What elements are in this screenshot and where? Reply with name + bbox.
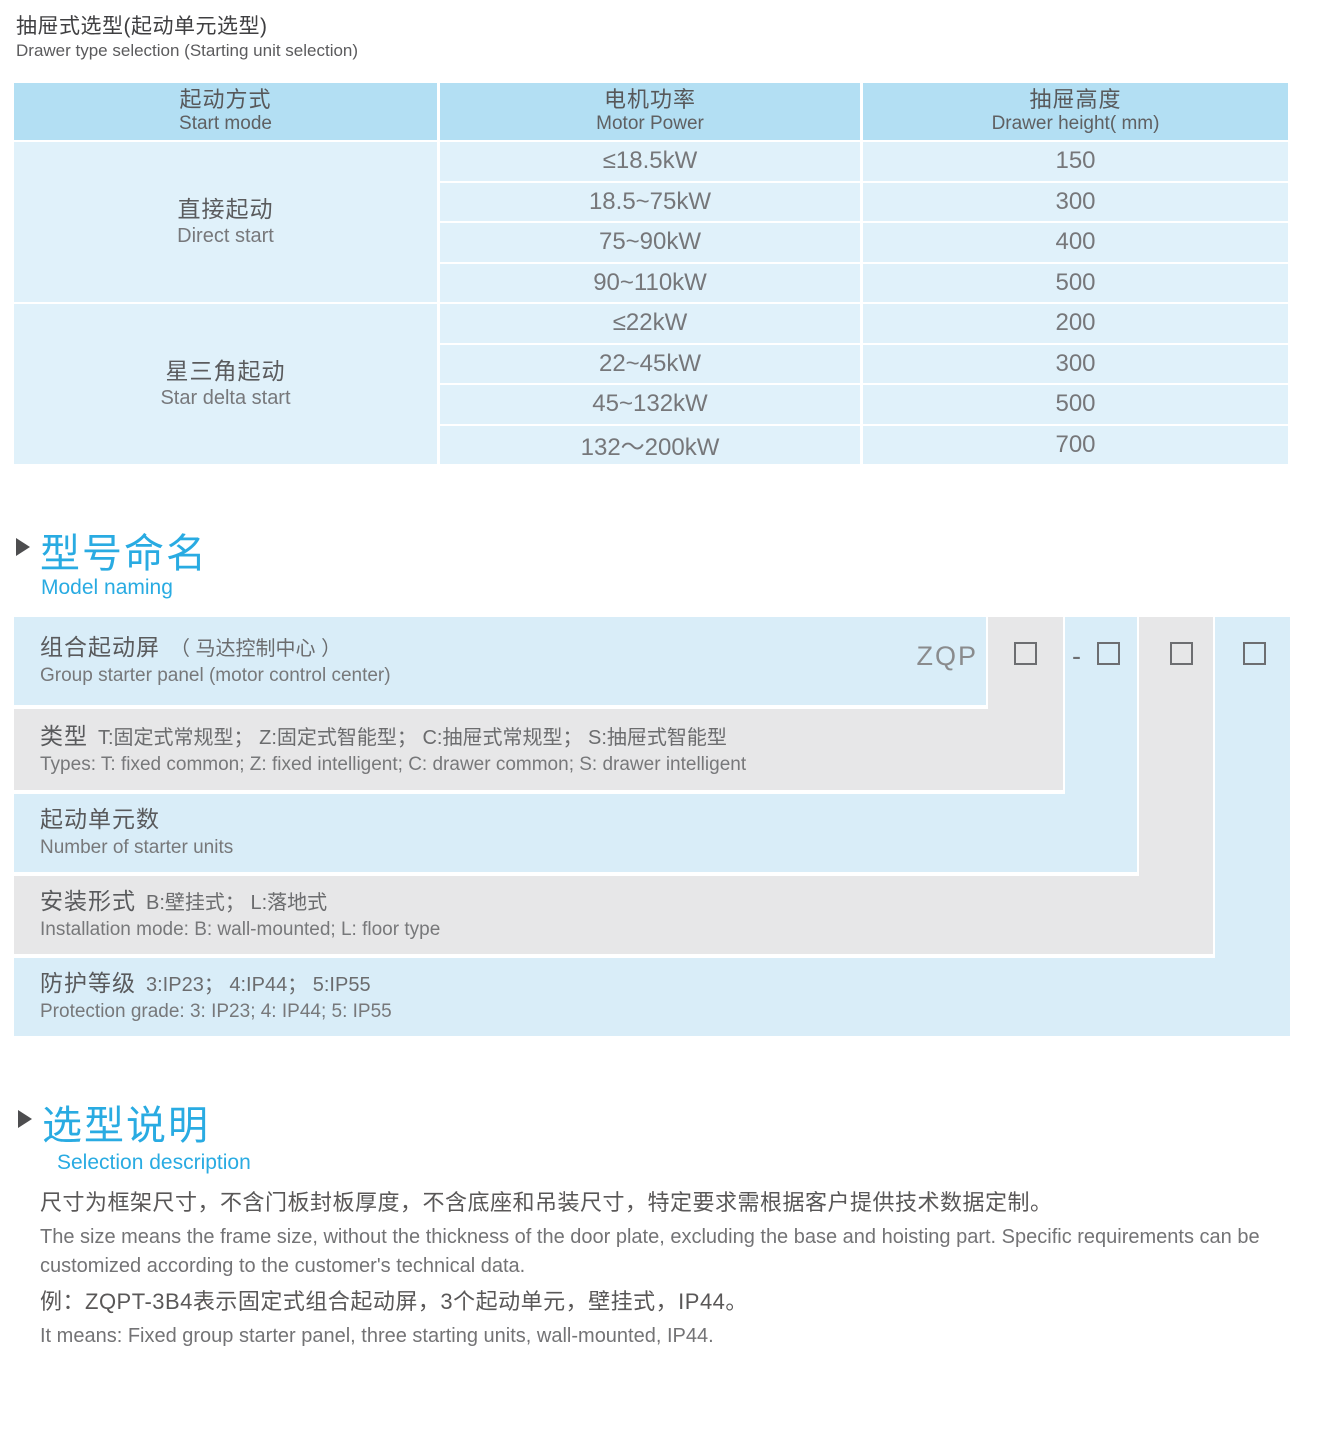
section-arrow-icon	[16, 538, 30, 556]
diagram-row-group-starter-panel: 组合起动屏 （ 马达控制中心 ） Group starter panel (mo…	[14, 617, 986, 705]
table-cell-height: 700	[863, 425, 1288, 464]
table-cell-power: ≤22kW	[440, 304, 860, 343]
col-header-motor-power: 电机功率 Motor Power	[440, 83, 860, 140]
table-cell-power: 132～200kW	[440, 425, 860, 464]
table-cell-height: 500	[863, 385, 1288, 424]
code-dash: -	[1072, 641, 1081, 671]
col-header-drawer-height: 抽屉高度 Drawer height( mm)	[863, 83, 1288, 140]
section-title-selection-description: 选型说明	[42, 1104, 210, 1148]
code-box-icon	[1014, 642, 1037, 665]
diagram-row-protection-grade: 防护等级 3:IP23； 4:IP44； 5:IP55 Protection g…	[14, 958, 1290, 1036]
table-cell-height: 500	[863, 263, 1288, 302]
diagram-row-starter-units: 起动单元数 Number of starter units	[14, 794, 1137, 872]
description-line-zh: 尺寸为框架尺寸，不含门板封板厚度，不含底座和吊装尺寸，特定要求需根据客户提供技术…	[40, 1190, 1053, 1215]
description-line-en: The size means the frame size, without t…	[40, 1226, 1260, 1277]
table-cell-height: 150	[863, 142, 1288, 181]
page-title-en: Drawer type selection (Starting unit sel…	[16, 41, 359, 60]
code-box-icon	[1097, 642, 1120, 665]
group-cell-direct-start: 直接起动 Direct start	[14, 142, 437, 302]
section-title-model-naming: 型号命名	[40, 532, 208, 576]
diagram-row-types: 类型 T:固定式常规型； Z:固定式智能型； C:抽屉式常规型； S:抽屉式智能…	[14, 709, 1063, 790]
section-subtitle-selection-description: Selection description	[57, 1151, 251, 1174]
table-cell-power: 22~45kW	[440, 344, 860, 383]
table-cell-power: 18.5~75kW	[440, 182, 860, 221]
table-cell-power: 75~90kW	[440, 223, 860, 262]
table-cell-height: 200	[863, 304, 1288, 343]
diagram-row-installation-mode: 安装形式 B:壁挂式； L:落地式 Installation mode: B: …	[14, 876, 1213, 954]
table-cell-height: 400	[863, 223, 1288, 262]
drawer-selection-table: 起动方式 Start mode 电机功率 Motor Power 抽屉高度 Dr…	[14, 83, 1288, 464]
model-code-prefix: ZQP	[916, 641, 978, 671]
table-cell-height: 300	[863, 344, 1288, 383]
page-title: 抽屉式选型(起动单元选型)	[16, 15, 268, 38]
group-cell-star-delta-start: 星三角起动 Star delta start	[14, 304, 437, 464]
code-box-icon	[1170, 642, 1193, 665]
section-subtitle-model-naming: Model naming	[41, 576, 173, 599]
section-arrow-icon	[18, 1110, 32, 1128]
example-line-en: It means: Fixed group starter panel, thr…	[40, 1325, 714, 1347]
table-cell-power: 45~132kW	[440, 385, 860, 424]
col-header-start-mode: 起动方式 Start mode	[14, 83, 437, 140]
selection-description-text: 尺寸为框架尺寸，不含门板封板厚度，不含底座和吊装尺寸，特定要求需根据客户提供技术…	[40, 1188, 1292, 1357]
code-box-icon	[1243, 642, 1266, 665]
table-cell-power: 90~110kW	[440, 263, 860, 302]
example-line-zh: 例：ZQPT-3B4表示固定式组合起动屏，3个起动单元，壁挂式，IP44。	[40, 1289, 748, 1314]
model-naming-diagram: 组合起动屏 （ 马达控制中心 ） Group starter panel (mo…	[14, 617, 1290, 1036]
table-cell-height: 300	[863, 182, 1288, 221]
table-cell-power: ≤18.5kW	[440, 142, 860, 181]
